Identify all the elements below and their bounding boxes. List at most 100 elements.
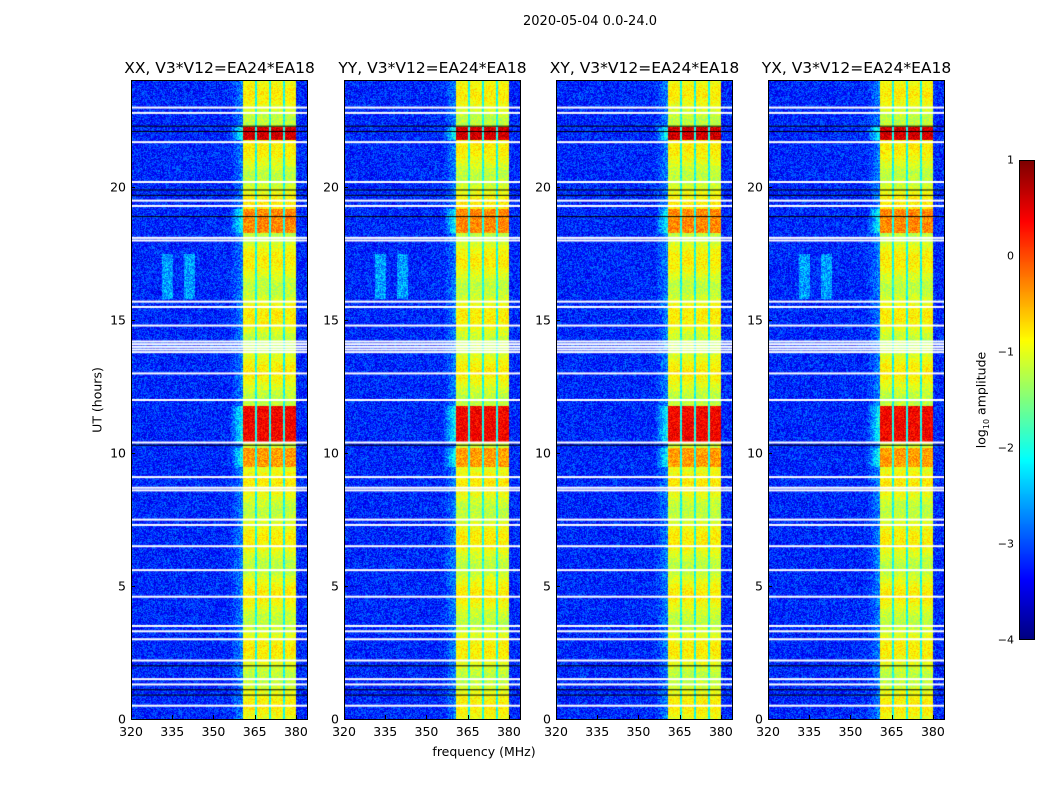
y-tick-mark	[344, 452, 348, 454]
x-tick-label: 365	[455, 724, 480, 739]
y-tick-mark	[768, 186, 772, 188]
y-tick-mark	[768, 452, 772, 454]
heatmap-cells	[345, 81, 520, 719]
colorbar-tick-label: 1	[1007, 153, 1014, 167]
y-tick-mark	[556, 585, 560, 587]
y-tick-mark	[556, 452, 560, 454]
y-tick-mark	[344, 319, 348, 321]
x-tick-label: 350	[414, 724, 439, 739]
colorbar-label-log: log	[973, 429, 989, 449]
y-tick-mark	[131, 186, 135, 188]
y-tick-mark	[768, 585, 772, 587]
x-tick-mark	[891, 715, 893, 719]
heatmap-cells	[132, 81, 307, 719]
x-tick-mark	[679, 715, 681, 719]
y-tick-label: 0	[755, 711, 763, 727]
y-tick-label: 5	[331, 578, 339, 594]
y-tick-label: 0	[543, 711, 551, 727]
y-tick-mark	[131, 452, 135, 454]
panel-title: YY, V3*V12=EA24*EA18	[338, 59, 527, 77]
y-tick-label: 0	[331, 711, 339, 727]
y-tick-label: 10	[535, 445, 551, 461]
x-tick-mark	[344, 715, 345, 719]
x-tick-label: 335	[373, 724, 398, 739]
colorbar-label-sub: 10	[981, 418, 991, 430]
y-tick-label: 5	[543, 578, 551, 594]
y-tick-label: 20	[323, 179, 339, 194]
x-tick-mark	[385, 715, 387, 719]
y-tick-label: 10	[110, 445, 126, 461]
y-tick-label: 20	[110, 179, 126, 194]
x-tick-label: 365	[667, 724, 692, 739]
panel-title: YX, V3*V12=EA24*EA18	[761, 59, 952, 77]
x-axis-label: frequency (MHz)	[432, 744, 536, 759]
y-tick-label: 10	[747, 445, 763, 461]
x-tick-label: 365	[879, 724, 904, 739]
x-tick-label: 350	[626, 724, 651, 739]
x-tick-label: 320	[119, 724, 143, 739]
x-tick-mark	[720, 715, 722, 719]
y-axis-label: UT (hours)	[89, 367, 105, 433]
colorbar-label-rest: amplitude	[973, 351, 989, 419]
panel-title: XX, V3*V12=EA24*EA18	[124, 59, 315, 77]
y-tick-label: 15	[747, 312, 763, 328]
spectrogram-panel	[556, 80, 733, 720]
y-tick-label: 15	[535, 312, 551, 328]
spectrogram-panel	[131, 80, 308, 720]
x-tick-label: 380	[496, 724, 521, 739]
x-tick-mark	[556, 715, 557, 719]
x-tick-mark	[131, 715, 132, 719]
y-tick-mark	[556, 719, 560, 720]
y-tick-mark	[556, 186, 560, 188]
y-tick-mark	[344, 186, 348, 188]
x-tick-label: 320	[544, 724, 568, 739]
colorbar-tick-label: −4	[997, 633, 1014, 647]
x-tick-label: 380	[708, 724, 733, 739]
spectrogram-panel	[768, 80, 945, 720]
x-tick-mark	[254, 715, 256, 719]
x-tick-mark	[597, 715, 599, 719]
colorbar	[1019, 160, 1035, 640]
colorbar-tick-label: −2	[997, 441, 1014, 455]
y-tick-mark	[131, 585, 135, 587]
colorbar-tick-label: −1	[997, 345, 1014, 359]
y-tick-label: 20	[535, 179, 551, 194]
y-tick-label: 0	[118, 711, 126, 727]
panel-title: XY, V3*V12=EA24*EA18	[549, 59, 740, 77]
colorbar-tick-label: 0	[1007, 249, 1014, 263]
y-tick-mark	[344, 585, 348, 587]
x-tick-label: 335	[585, 724, 610, 739]
x-tick-label: 380	[920, 724, 945, 739]
x-tick-mark	[638, 715, 640, 719]
y-tick-label: 20	[747, 179, 763, 194]
y-tick-mark	[131, 719, 135, 720]
x-tick-mark	[213, 715, 215, 719]
y-tick-label: 15	[110, 312, 126, 328]
x-tick-label: 350	[838, 724, 863, 739]
figure-title: 2020-05-04 0.0-24.0	[523, 14, 657, 29]
heatmap-cells	[769, 81, 944, 719]
x-tick-label: 365	[242, 724, 267, 739]
x-tick-label: 380	[283, 724, 308, 739]
y-tick-mark	[556, 319, 560, 321]
x-tick-label: 350	[201, 724, 226, 739]
colorbar-label: log10 amplitude	[973, 352, 991, 448]
colorbar-gradient	[1020, 161, 1034, 639]
x-tick-mark	[426, 715, 428, 719]
x-tick-mark	[295, 715, 297, 719]
x-tick-mark	[932, 715, 934, 719]
x-tick-label: 320	[756, 724, 780, 739]
x-tick-label: 335	[160, 724, 185, 739]
x-tick-mark	[809, 715, 811, 719]
x-tick-mark	[768, 715, 769, 719]
x-tick-mark	[508, 715, 510, 719]
y-tick-label: 5	[118, 578, 126, 594]
y-tick-mark	[344, 719, 348, 720]
y-tick-mark	[768, 719, 772, 720]
spectrogram-panel	[344, 80, 521, 720]
y-tick-label: 10	[323, 445, 339, 461]
x-tick-label: 335	[797, 724, 822, 739]
x-tick-label: 320	[332, 724, 356, 739]
heatmap-cells	[557, 81, 732, 719]
